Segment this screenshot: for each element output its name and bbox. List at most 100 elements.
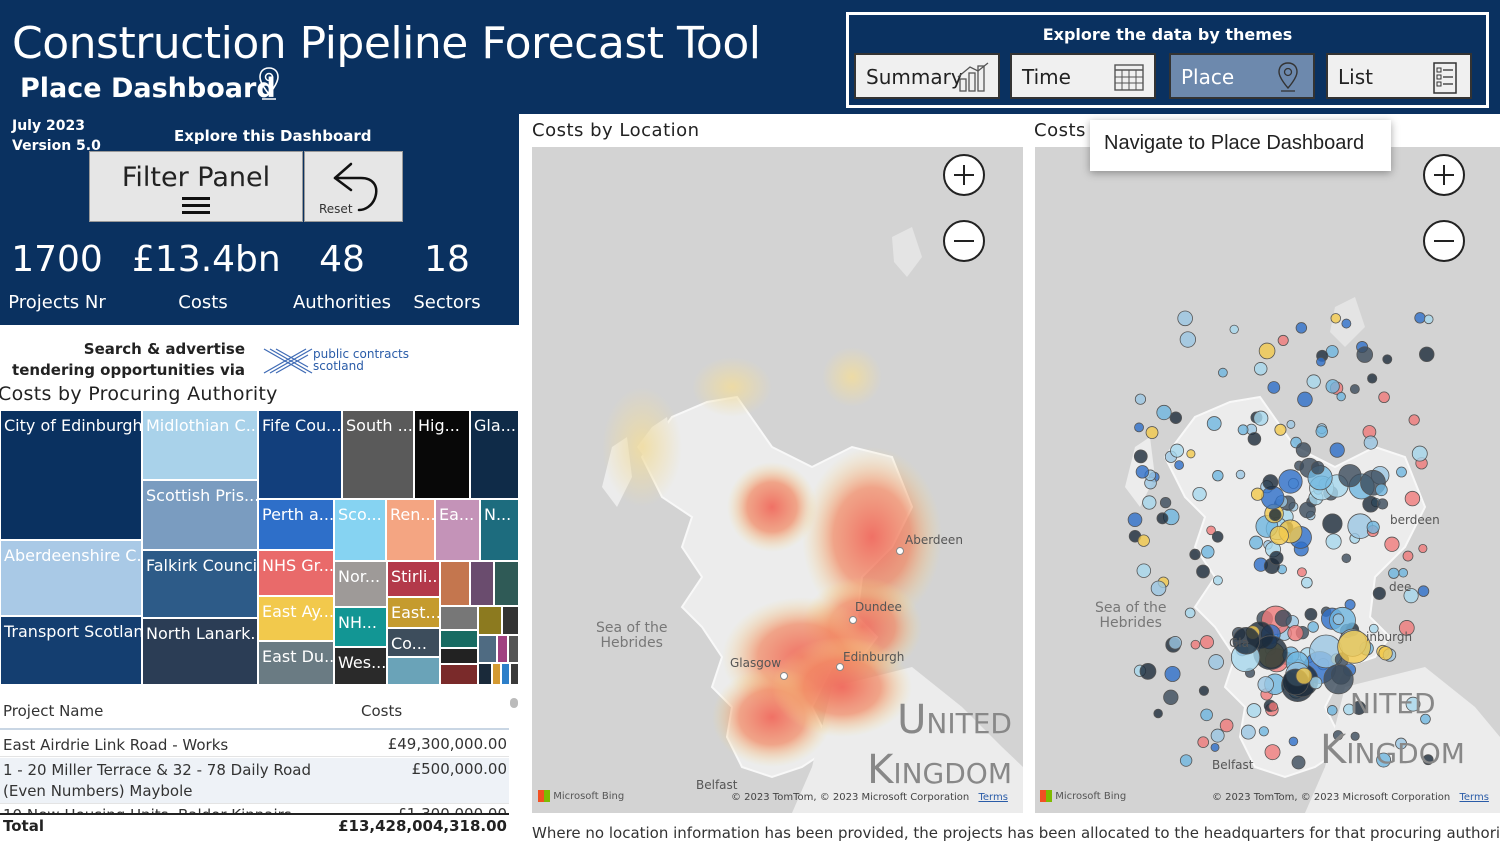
project-marker[interactable] [1206,416,1222,431]
project-marker[interactable] [1405,696,1421,712]
project-marker[interactable] [1349,384,1360,395]
project-marker[interactable] [1375,483,1388,497]
project-marker[interactable] [1323,664,1354,695]
project-marker[interactable] [1372,586,1386,600]
treemap-tile-small[interactable] [470,561,494,606]
project-marker[interactable] [1417,585,1430,597]
treemap-tile[interactable]: Aberdeenshire C... [0,540,142,616]
treemap-tile-small[interactable] [501,663,510,685]
project-marker[interactable] [1337,630,1371,664]
project-marker[interactable] [1142,495,1157,510]
project-marker[interactable] [1336,391,1346,402]
treemap-tile[interactable]: Transport Scotland [0,616,142,685]
treemap-tile-small[interactable] [478,663,492,685]
project-marker[interactable] [1264,744,1281,761]
project-marker[interactable] [1179,754,1193,767]
treemap-tile[interactable]: Ren... [386,499,435,561]
project-marker[interactable] [1218,367,1228,378]
pcs-logo[interactable] [262,346,412,376]
project-marker[interactable] [1196,564,1210,579]
project-marker[interactable] [1322,513,1343,534]
project-marker[interactable] [1174,460,1184,470]
treemap-tile[interactable]: South ... [342,410,414,499]
project-marker[interactable] [1219,718,1234,733]
project-marker[interactable] [1186,449,1196,459]
project-marker[interactable] [1133,449,1148,464]
project-marker[interactable] [1134,393,1147,405]
project-marker[interactable] [1249,535,1264,550]
project-marker[interactable] [1286,419,1296,429]
project-marker[interactable] [1197,736,1210,749]
project-marker[interactable] [1127,512,1143,528]
nav-summary-button[interactable]: Summary [854,53,1000,99]
project-marker[interactable] [1211,531,1224,543]
project-marker[interactable] [1419,346,1435,363]
project-marker[interactable] [1156,404,1172,421]
project-marker[interactable] [1329,442,1345,458]
project-marker[interactable] [1287,624,1304,642]
project-marker[interactable] [1341,553,1352,564]
project-marker[interactable] [1229,324,1239,335]
project-marker[interactable] [1200,708,1213,722]
project-marker[interactable] [1326,705,1338,716]
treemap-tile[interactable]: Midlothian C... [142,410,258,480]
project-marker[interactable] [1403,588,1419,604]
treemap-tile-small[interactable] [387,657,440,685]
project-marker[interactable] [1382,354,1393,365]
treemap-tile[interactable]: Nor... [334,561,387,607]
treemap-tile[interactable]: Fife Cou... [258,410,342,499]
project-marker[interactable] [1198,685,1210,696]
project-marker[interactable] [1388,567,1400,579]
treemap-tile-small[interactable] [502,606,519,635]
treemap-tile[interactable]: East Du... [258,641,334,685]
project-marker[interactable] [1338,464,1362,488]
project-marker[interactable] [1350,731,1360,741]
nav-list-button[interactable]: List [1326,53,1472,99]
project-marker[interactable] [1159,496,1172,509]
project-marker[interactable] [1278,469,1303,494]
project-marker[interactable] [1369,623,1379,634]
project-marker[interactable] [1169,411,1183,424]
project-marker[interactable] [1192,486,1207,502]
heat-map[interactable]: Aberdeen Dundee Edinburgh Glasgow Belfas… [532,147,1023,813]
column-header-project-name[interactable]: Project Name [3,702,104,720]
project-marker[interactable] [1139,662,1157,680]
treemap-tile[interactable]: Hig... [414,410,470,499]
table-row[interactable]: 10 New Housing Units, Baldor Kinnairs £1… [0,805,509,813]
project-marker[interactable] [1341,318,1352,329]
project-marker[interactable] [1422,754,1434,766]
project-marker[interactable] [1325,533,1342,550]
treemap-tile[interactable]: Gla... [470,410,519,499]
project-marker[interactable] [1395,737,1407,750]
project-marker[interactable] [1274,609,1292,627]
project-marker[interactable] [1378,646,1393,661]
project-marker[interactable] [1398,620,1415,636]
project-marker[interactable] [1168,636,1182,650]
project-marker[interactable] [1235,469,1246,480]
project-marker[interactable] [1210,742,1220,752]
treemap-tile[interactable]: NHS Gr... [258,550,334,596]
treemap-tile[interactable]: East... [387,597,440,628]
project-marker[interactable] [1212,470,1224,482]
table-row[interactable]: East Airdrie Link Road - Works £49,300,0… [0,735,509,757]
project-marker[interactable] [1398,568,1408,578]
project-marker[interactable] [1253,410,1269,426]
zoom-in-button[interactable] [1423,154,1465,196]
project-marker[interactable] [1414,312,1426,324]
project-marker[interactable] [1153,708,1163,719]
project-marker[interactable] [1200,635,1214,650]
table-row[interactable]: 1 - 20 Miller Terrace & 32 - 78 Daily Ro… [0,758,509,804]
project-marker[interactable] [1268,701,1278,712]
scrollbar-thumb[interactable] [510,698,518,708]
treemap-tile[interactable]: Co... [387,628,440,657]
project-marker[interactable] [1330,313,1341,324]
project-marker[interactable] [1258,726,1269,737]
project-marker[interactable] [1208,654,1224,670]
treemap-tile[interactable]: Ea... [435,499,480,561]
project-marker[interactable] [1411,445,1428,462]
project-marker[interactable] [1304,608,1318,621]
project-marker[interactable] [1134,422,1144,433]
project-marker[interactable] [1262,474,1279,491]
project-marker[interactable] [1295,442,1312,458]
treemap-tile-small[interactable] [497,635,508,663]
